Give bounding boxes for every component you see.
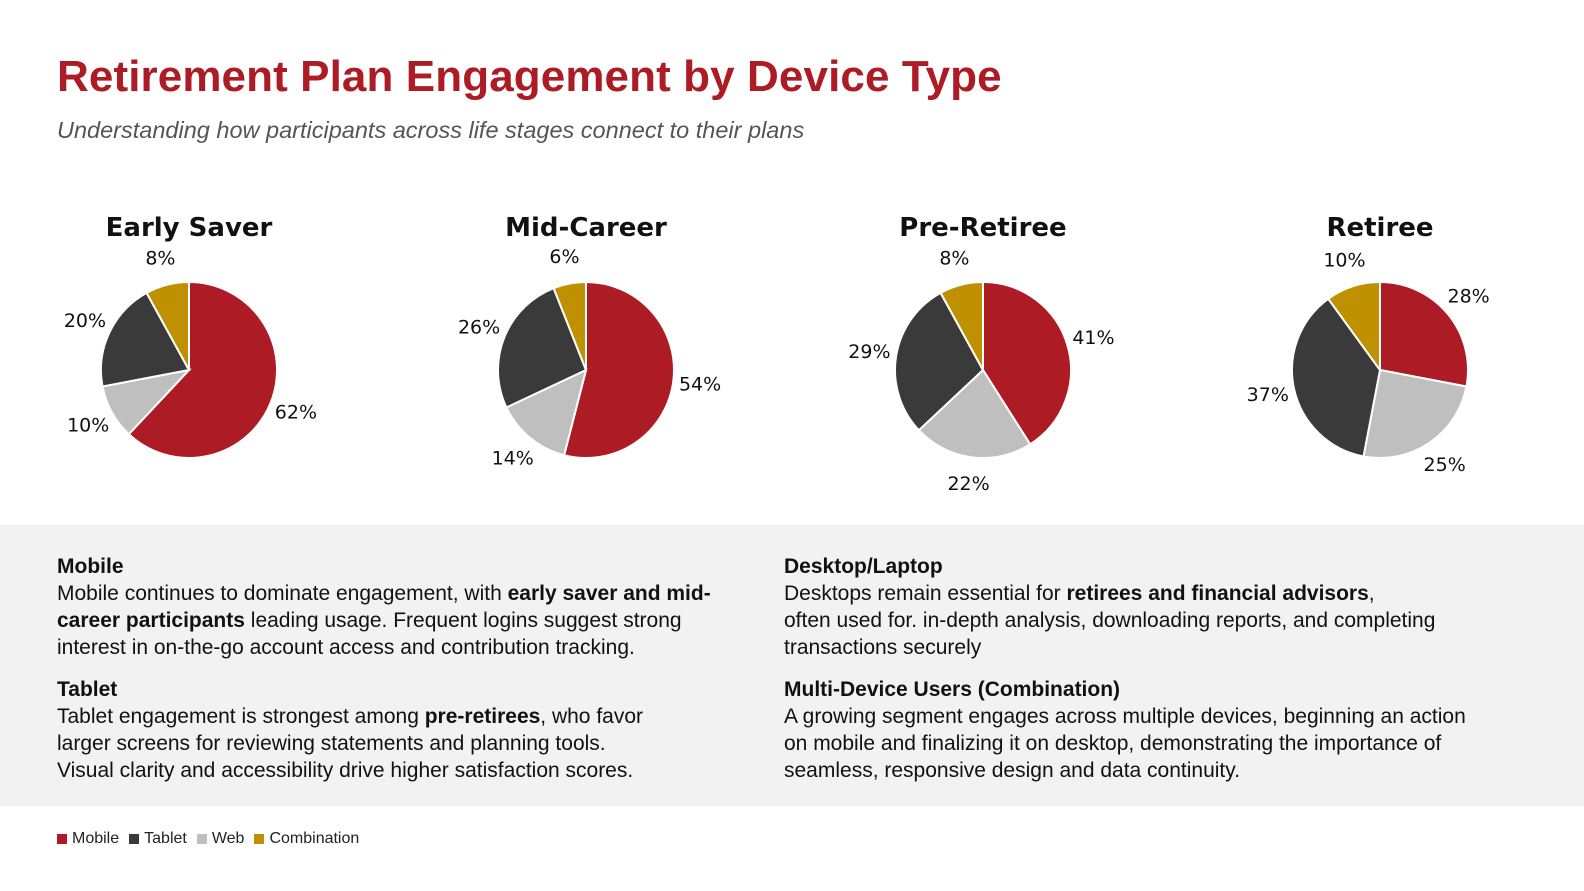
- pie-chart-pre-retiree: 41% 22% 29% 8% Pre-Retiree: [803, 190, 1163, 520]
- note-multi-device: Multi-Device Users (Combination) A growi…: [784, 677, 1504, 784]
- note-text: Desktops remain essential for: [784, 582, 1067, 605]
- pie-chart-title: Pre-Retiree: [899, 213, 1067, 243]
- note-body: Mobile continues to dominate engagement,…: [57, 580, 777, 661]
- pie-data-label: 8%: [145, 248, 175, 270]
- pie-svg: 28% 25% 37% 10%: [1247, 250, 1490, 476]
- pie-chart-early-saver: 62% 10% 20% 8% Early Saver: [9, 190, 369, 520]
- note-text: A growing segment engages across multipl…: [784, 705, 1466, 782]
- pie-slice-tablet: [100, 291, 191, 388]
- pie-data-label: 41%: [1072, 327, 1114, 349]
- legend-item-web: Web: [196, 830, 245, 848]
- insights-panel: Mobile Mobile continues to dominate enga…: [0, 525, 1584, 806]
- pie-data-label: 26%: [458, 317, 500, 339]
- pie-chart-mid-career: 54% 14% 26% 6% Mid-Career: [406, 190, 766, 520]
- legend-label: Web: [211, 830, 245, 847]
- pie-slice-combination: [145, 280, 190, 371]
- legend-label: Combination: [269, 830, 360, 847]
- note-tablet: Tablet Tablet engagement is strongest am…: [57, 677, 777, 784]
- pie-data-label: 28%: [1447, 286, 1489, 308]
- note-heading: Desktop/Laptop: [784, 555, 943, 578]
- note-heading: Mobile: [57, 555, 124, 578]
- pie-data-label: 29%: [848, 341, 890, 363]
- pie-data-label: 6%: [549, 246, 579, 268]
- legend-item-combination: Combination: [254, 830, 359, 848]
- pie-data-label: 20%: [64, 310, 106, 332]
- pie-data-label: 10%: [1323, 250, 1365, 272]
- pie-data-label: 8%: [939, 248, 969, 270]
- legend-item-mobile: Mobile: [57, 830, 119, 848]
- legend-item-tablet: Tablet: [129, 830, 187, 848]
- pie-chart-title: Retiree: [1326, 213, 1434, 243]
- note-mobile: Mobile Mobile continues to dominate enga…: [57, 554, 777, 661]
- note-heading: Multi-Device Users (Combination): [784, 678, 1121, 701]
- legend: Mobile Tablet Web Combination: [57, 829, 359, 849]
- note-emphasis: retirees and financial advisors: [1066, 582, 1369, 605]
- pie-chart-title: Early Saver: [105, 213, 273, 243]
- legend-swatch: [254, 834, 265, 844]
- note-body: Tablet engagement is strongest among pre…: [57, 703, 777, 784]
- note-heading: Tablet: [57, 678, 118, 701]
- note-body: Desktops remain essential for retirees a…: [784, 580, 1504, 661]
- pie-charts-row: 62% 10% 20% 8% Early Saver 54% 14% 26% 6% Mid-…: [0, 190, 1584, 520]
- pie-slice-web: [917, 368, 1032, 459]
- pie-data-label: 37%: [1247, 384, 1289, 406]
- note-text: , often used for. in-depth analysis, dow…: [784, 582, 1436, 659]
- pie-slice-mobile: [562, 280, 675, 459]
- legend-swatch: [196, 834, 207, 844]
- legend-swatch: [129, 834, 140, 844]
- pie-data-label: 10%: [67, 414, 109, 436]
- pie-slice-tablet: [497, 286, 588, 409]
- legend-label: Tablet: [144, 830, 187, 847]
- pie-chart-title: Mid-Career: [505, 213, 667, 243]
- pie-data-label: 25%: [1424, 454, 1466, 476]
- pie-svg: 54% 14% 26% 6%: [458, 246, 721, 470]
- note-text: Tablet engagement is strongest among: [57, 705, 425, 728]
- pie-slice-combination: [552, 280, 587, 371]
- page-title: Retirement Plan Engagement by Device Typ…: [57, 52, 1002, 101]
- pie-svg: 62% 10% 20% 8%: [64, 248, 317, 459]
- page-subtitle: Understanding how participants across li…: [57, 117, 805, 143]
- note-body: A growing segment engages across multipl…: [784, 703, 1504, 784]
- pie-data-label: 14%: [492, 448, 534, 470]
- pie-slice-web: [1362, 368, 1468, 459]
- legend-label: Mobile: [72, 830, 120, 847]
- note-emphasis: pre-retirees: [424, 705, 541, 728]
- pie-slice-mobile: [1379, 280, 1469, 388]
- pie-data-label: 22%: [947, 473, 989, 495]
- pie-slice-tablet: [1291, 297, 1382, 458]
- pie-slice-tablet: [894, 291, 985, 432]
- note-text: Mobile continues to dominate engagement,…: [57, 582, 508, 605]
- pie-data-label: 62%: [275, 401, 317, 423]
- pie-data-label: 54%: [679, 373, 721, 395]
- pie-slice-combination: [939, 280, 984, 371]
- note-text: , who favor larger screens for reviewing…: [57, 705, 644, 782]
- pie-slice-mobile: [127, 280, 278, 459]
- pie-slice-combination: [1326, 280, 1381, 374]
- pie-slice-web: [505, 368, 588, 457]
- pie-svg: 41% 22% 29% 8%: [848, 248, 1114, 495]
- pie-chart-retiree: 28% 25% 37% 10% Retiree: [1200, 190, 1560, 520]
- note-emphasis: early saver and mid- career participants: [57, 582, 711, 632]
- note-desktop: Desktop/Laptop Desktops remain essential…: [784, 554, 1504, 661]
- note-text: leading usage. Frequent logins suggest s…: [57, 609, 682, 659]
- legend-swatch: [57, 834, 67, 844]
